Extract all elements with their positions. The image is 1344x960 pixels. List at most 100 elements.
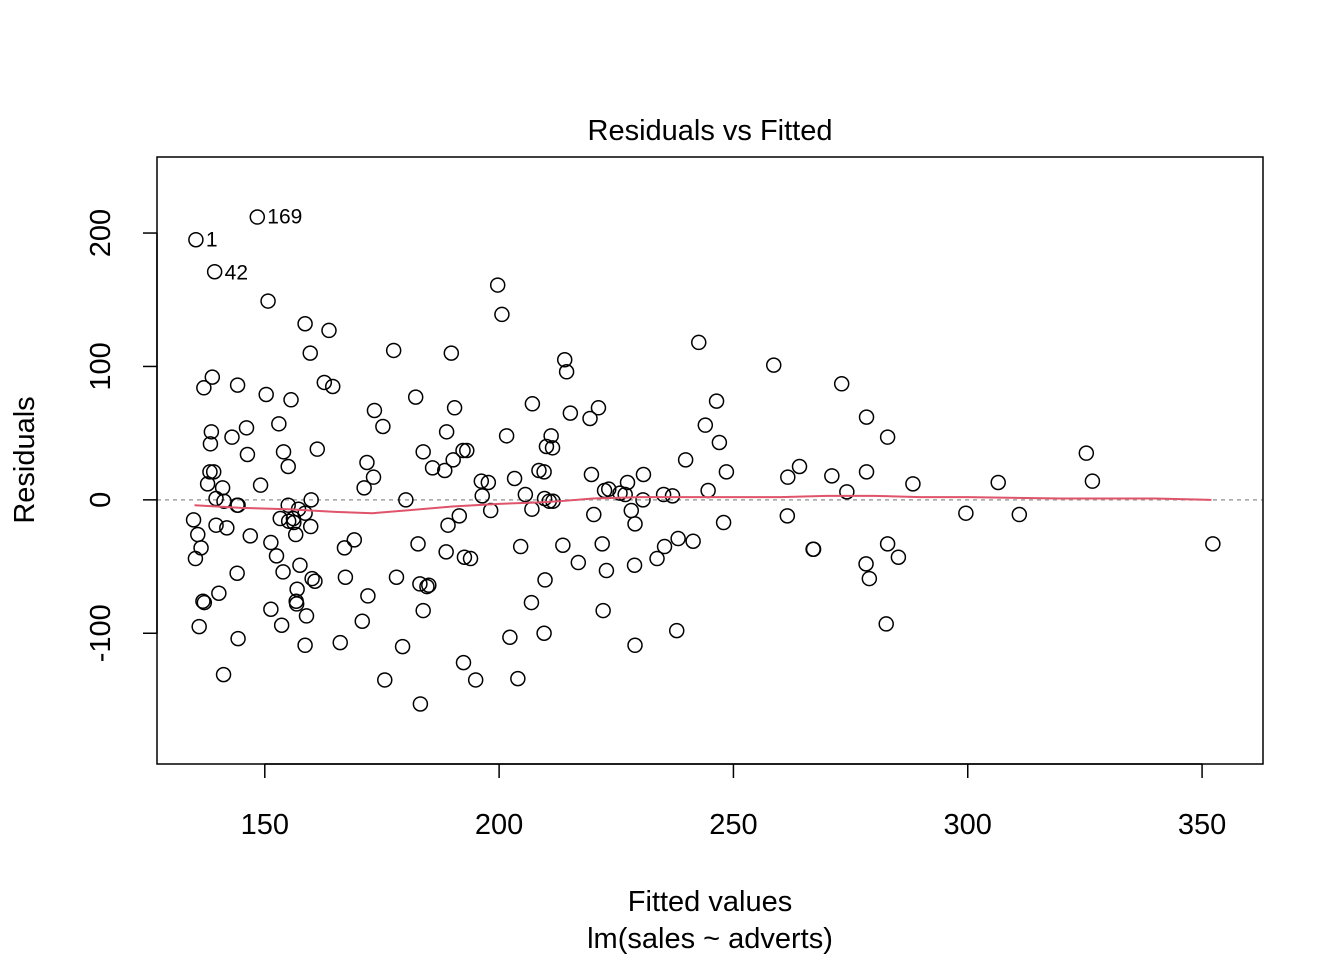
data-point	[655, 486, 672, 503]
data-point	[438, 424, 455, 440]
data-point	[668, 622, 685, 639]
data-point	[590, 400, 607, 416]
data-point	[594, 536, 610, 552]
data-point	[273, 617, 290, 634]
data-point	[1084, 473, 1101, 489]
x-axis-sublabel: lm(sales ~ adverts)	[587, 923, 833, 955]
data-point	[523, 594, 540, 611]
data-point	[537, 572, 553, 588]
data-point	[196, 594, 213, 611]
data-point	[283, 392, 299, 408]
data-point	[858, 409, 875, 425]
data-point	[480, 474, 497, 491]
data-point	[691, 334, 707, 351]
data-point	[612, 485, 628, 501]
data-point	[656, 538, 673, 555]
data-point	[215, 666, 232, 683]
chart-title: Residuals vs Fitted	[588, 115, 833, 147]
data-point	[839, 484, 855, 500]
data-point	[211, 585, 227, 601]
data-point	[205, 464, 222, 480]
data-point	[202, 436, 219, 452]
data-point	[415, 602, 431, 619]
data-point	[206, 263, 223, 280]
data-point	[544, 440, 561, 456]
y-axis: -100 0 100 200	[85, 209, 158, 662]
data-point	[858, 464, 875, 480]
data-point	[536, 625, 552, 642]
smooth-line	[194, 494, 1212, 515]
data-point	[543, 428, 559, 444]
data-point	[346, 532, 363, 548]
data-point	[421, 577, 437, 593]
data-point	[297, 637, 313, 654]
data-point	[332, 634, 348, 651]
data-point	[498, 428, 515, 444]
data-point	[298, 608, 315, 624]
data-point	[407, 389, 424, 405]
data-point	[263, 534, 279, 551]
data-point	[482, 502, 499, 519]
data-point	[700, 482, 716, 499]
data-point	[398, 492, 414, 508]
data-point	[249, 209, 266, 225]
data-point	[356, 480, 372, 496]
data-point	[791, 458, 808, 475]
data-point	[456, 549, 473, 565]
data-point	[443, 345, 460, 361]
data-point	[309, 441, 326, 457]
data-point	[474, 488, 490, 504]
data-point	[524, 501, 540, 517]
data-point	[1078, 445, 1095, 461]
x-tick-label: 250	[709, 809, 757, 841]
data-point	[626, 557, 643, 573]
x-tick-label: 200	[475, 809, 523, 841]
data-point	[670, 530, 686, 547]
data-point	[711, 434, 728, 451]
data-point	[321, 322, 337, 339]
data-point	[780, 469, 796, 485]
data-point	[275, 444, 292, 460]
data-point	[239, 446, 256, 463]
data-point	[336, 540, 353, 556]
data-point	[905, 476, 921, 492]
data-point	[377, 672, 393, 688]
data-point	[649, 550, 665, 567]
point-label-1: 1	[206, 228, 218, 251]
plot-area: 169 1 42	[157, 205, 1263, 712]
data-point	[302, 345, 318, 361]
data-point	[562, 405, 579, 421]
data-point	[196, 380, 212, 396]
data-point	[438, 544, 454, 560]
data-point	[538, 438, 555, 455]
data-point	[229, 377, 246, 393]
data-point	[570, 554, 587, 571]
data-point	[410, 536, 426, 552]
y-tick-label: -100	[85, 604, 117, 662]
data-point	[824, 468, 840, 484]
data-point	[512, 538, 529, 555]
data-point	[708, 393, 725, 409]
data-point	[524, 396, 541, 412]
data-point	[275, 564, 291, 580]
data-point	[627, 637, 643, 654]
data-point	[619, 474, 636, 491]
data-point	[586, 506, 602, 523]
data-point	[263, 601, 279, 617]
data-point	[494, 306, 510, 323]
data-point	[833, 376, 850, 392]
data-point	[272, 510, 289, 527]
y-tick-label: 200	[85, 209, 117, 257]
data-point	[455, 654, 472, 671]
data-point	[445, 452, 461, 468]
data-point	[601, 481, 617, 497]
data-point	[419, 578, 435, 595]
data-point	[324, 378, 341, 395]
data-point	[623, 502, 640, 519]
data-point	[268, 548, 285, 564]
data-point	[230, 630, 246, 647]
data-point	[685, 533, 701, 549]
x-tick-label: 350	[1178, 809, 1226, 841]
points-layer	[185, 209, 1221, 712]
